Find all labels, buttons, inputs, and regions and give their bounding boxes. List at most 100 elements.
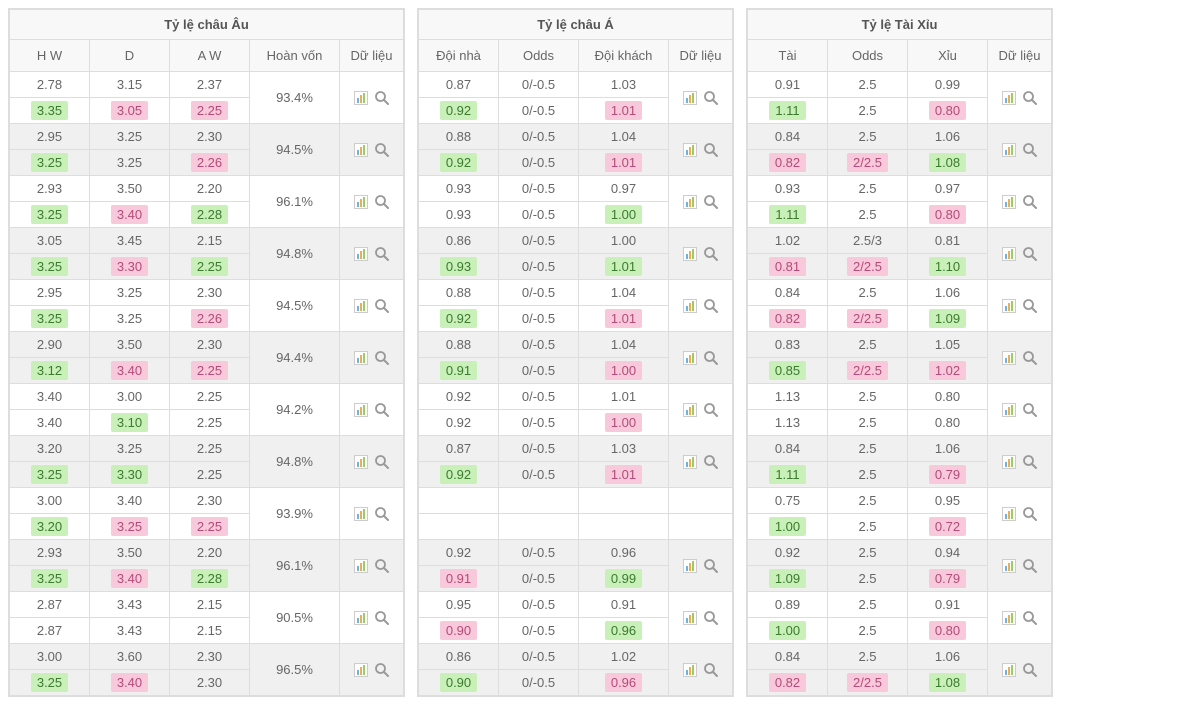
magnifier-icon[interactable] [374, 246, 390, 262]
chart-icon[interactable] [354, 403, 368, 417]
magnifier-icon[interactable] [374, 350, 390, 366]
odds-value: 0/-0.5 [516, 543, 561, 562]
chart-icon[interactable] [354, 195, 368, 209]
chart-icon[interactable] [354, 611, 368, 625]
column-header: Đội khách [579, 40, 669, 72]
chart-icon[interactable] [683, 663, 697, 677]
odds-value: 0.92 [440, 543, 477, 562]
magnifier-icon[interactable] [374, 90, 390, 106]
magnifier-icon[interactable] [374, 142, 390, 158]
odds-value: 2/2.5 [847, 361, 888, 380]
magnifier-icon[interactable] [1022, 298, 1038, 314]
chart-icon[interactable] [1002, 351, 1016, 365]
magnifier-icon[interactable] [374, 298, 390, 314]
magnifier-icon[interactable] [1022, 402, 1038, 418]
chart-icon[interactable] [1002, 403, 1016, 417]
cell: 0/-0.5 [499, 150, 579, 176]
chart-icon[interactable] [354, 507, 368, 521]
cell: 2.30 [170, 644, 250, 670]
chart-icon[interactable] [354, 559, 368, 573]
magnifier-icon[interactable] [703, 610, 719, 626]
magnifier-icon[interactable] [1022, 610, 1038, 626]
magnifier-icon[interactable] [374, 662, 390, 678]
cell: 3.20 [10, 514, 90, 540]
cell: 2.5 [828, 176, 908, 202]
chart-icon[interactable] [354, 247, 368, 261]
odds-value: 3.12 [31, 361, 68, 380]
magnifier-icon[interactable] [703, 402, 719, 418]
magnifier-icon[interactable] [1022, 142, 1038, 158]
chart-icon[interactable] [683, 455, 697, 469]
chart-icon[interactable] [1002, 299, 1016, 313]
odds-value: 0/-0.5 [516, 647, 561, 666]
chart-icon[interactable] [683, 351, 697, 365]
magnifier-icon[interactable] [1022, 90, 1038, 106]
odds-value: 1.01 [605, 387, 642, 406]
chart-icon[interactable] [1002, 91, 1016, 105]
cell: 0/-0.5 [499, 540, 579, 566]
chart-icon[interactable] [1002, 247, 1016, 261]
chart-icon[interactable] [683, 247, 697, 261]
magnifier-icon[interactable] [1022, 558, 1038, 574]
magnifier-icon[interactable] [374, 506, 390, 522]
cell: 0/-0.5 [499, 72, 579, 98]
magnifier-icon[interactable] [374, 610, 390, 626]
odds-value: 2.5 [852, 647, 884, 666]
chart-icon[interactable] [354, 91, 368, 105]
odds-value: 1.13 [769, 387, 806, 406]
chart-icon[interactable] [354, 299, 368, 313]
odds-value: 0.96 [605, 621, 642, 640]
odds-value: 3.00 [111, 387, 148, 406]
chart-icon[interactable] [1002, 663, 1016, 677]
chart-icon[interactable] [1002, 195, 1016, 209]
magnifier-icon[interactable] [374, 558, 390, 574]
magnifier-icon[interactable] [703, 298, 719, 314]
magnifier-icon[interactable] [703, 142, 719, 158]
chart-icon[interactable] [683, 91, 697, 105]
chart-icon[interactable] [1002, 455, 1016, 469]
magnifier-icon[interactable] [703, 454, 719, 470]
odds-value: 0/-0.5 [516, 413, 561, 432]
cell: 1.00 [579, 358, 669, 384]
chart-icon[interactable] [354, 143, 368, 157]
odds-value: 3.40 [111, 491, 148, 510]
magnifier-icon[interactable] [703, 246, 719, 262]
cell: 2.30 [170, 124, 250, 150]
chart-icon[interactable] [683, 195, 697, 209]
table-row: 0.832.51.05 [748, 332, 1052, 358]
magnifier-icon[interactable] [1022, 350, 1038, 366]
magnifier-icon[interactable] [374, 454, 390, 470]
odds-value: 3.25 [111, 153, 148, 172]
magnifier-icon[interactable] [1022, 454, 1038, 470]
magnifier-icon[interactable] [374, 402, 390, 418]
data-cell [669, 540, 733, 592]
chart-icon[interactable] [354, 351, 368, 365]
odds-value: 1.11 [769, 101, 805, 120]
table-row: 0.870/-0.51.03 [419, 72, 733, 98]
chart-icon[interactable] [683, 611, 697, 625]
magnifier-icon[interactable] [374, 194, 390, 210]
magnifier-icon[interactable] [1022, 506, 1038, 522]
chart-icon[interactable] [1002, 559, 1016, 573]
chart-icon[interactable] [354, 455, 368, 469]
chart-icon[interactable] [354, 663, 368, 677]
chart-icon[interactable] [683, 403, 697, 417]
chart-icon[interactable] [1002, 507, 1016, 521]
magnifier-icon[interactable] [703, 662, 719, 678]
magnifier-icon[interactable] [1022, 662, 1038, 678]
magnifier-icon[interactable] [1022, 194, 1038, 210]
odds-value: 3.43 [111, 621, 148, 640]
magnifier-icon[interactable] [703, 90, 719, 106]
magnifier-icon[interactable] [1022, 246, 1038, 262]
chart-icon[interactable] [1002, 143, 1016, 157]
magnifier-icon[interactable] [703, 194, 719, 210]
chart-icon[interactable] [683, 559, 697, 573]
odds-value: 3.60 [111, 647, 148, 666]
magnifier-icon[interactable] [703, 558, 719, 574]
cell: 3.25 [90, 306, 170, 332]
chart-icon[interactable] [1002, 611, 1016, 625]
magnifier-icon[interactable] [703, 350, 719, 366]
chart-icon[interactable] [683, 143, 697, 157]
cell: 2/2.5 [828, 254, 908, 280]
chart-icon[interactable] [683, 299, 697, 313]
